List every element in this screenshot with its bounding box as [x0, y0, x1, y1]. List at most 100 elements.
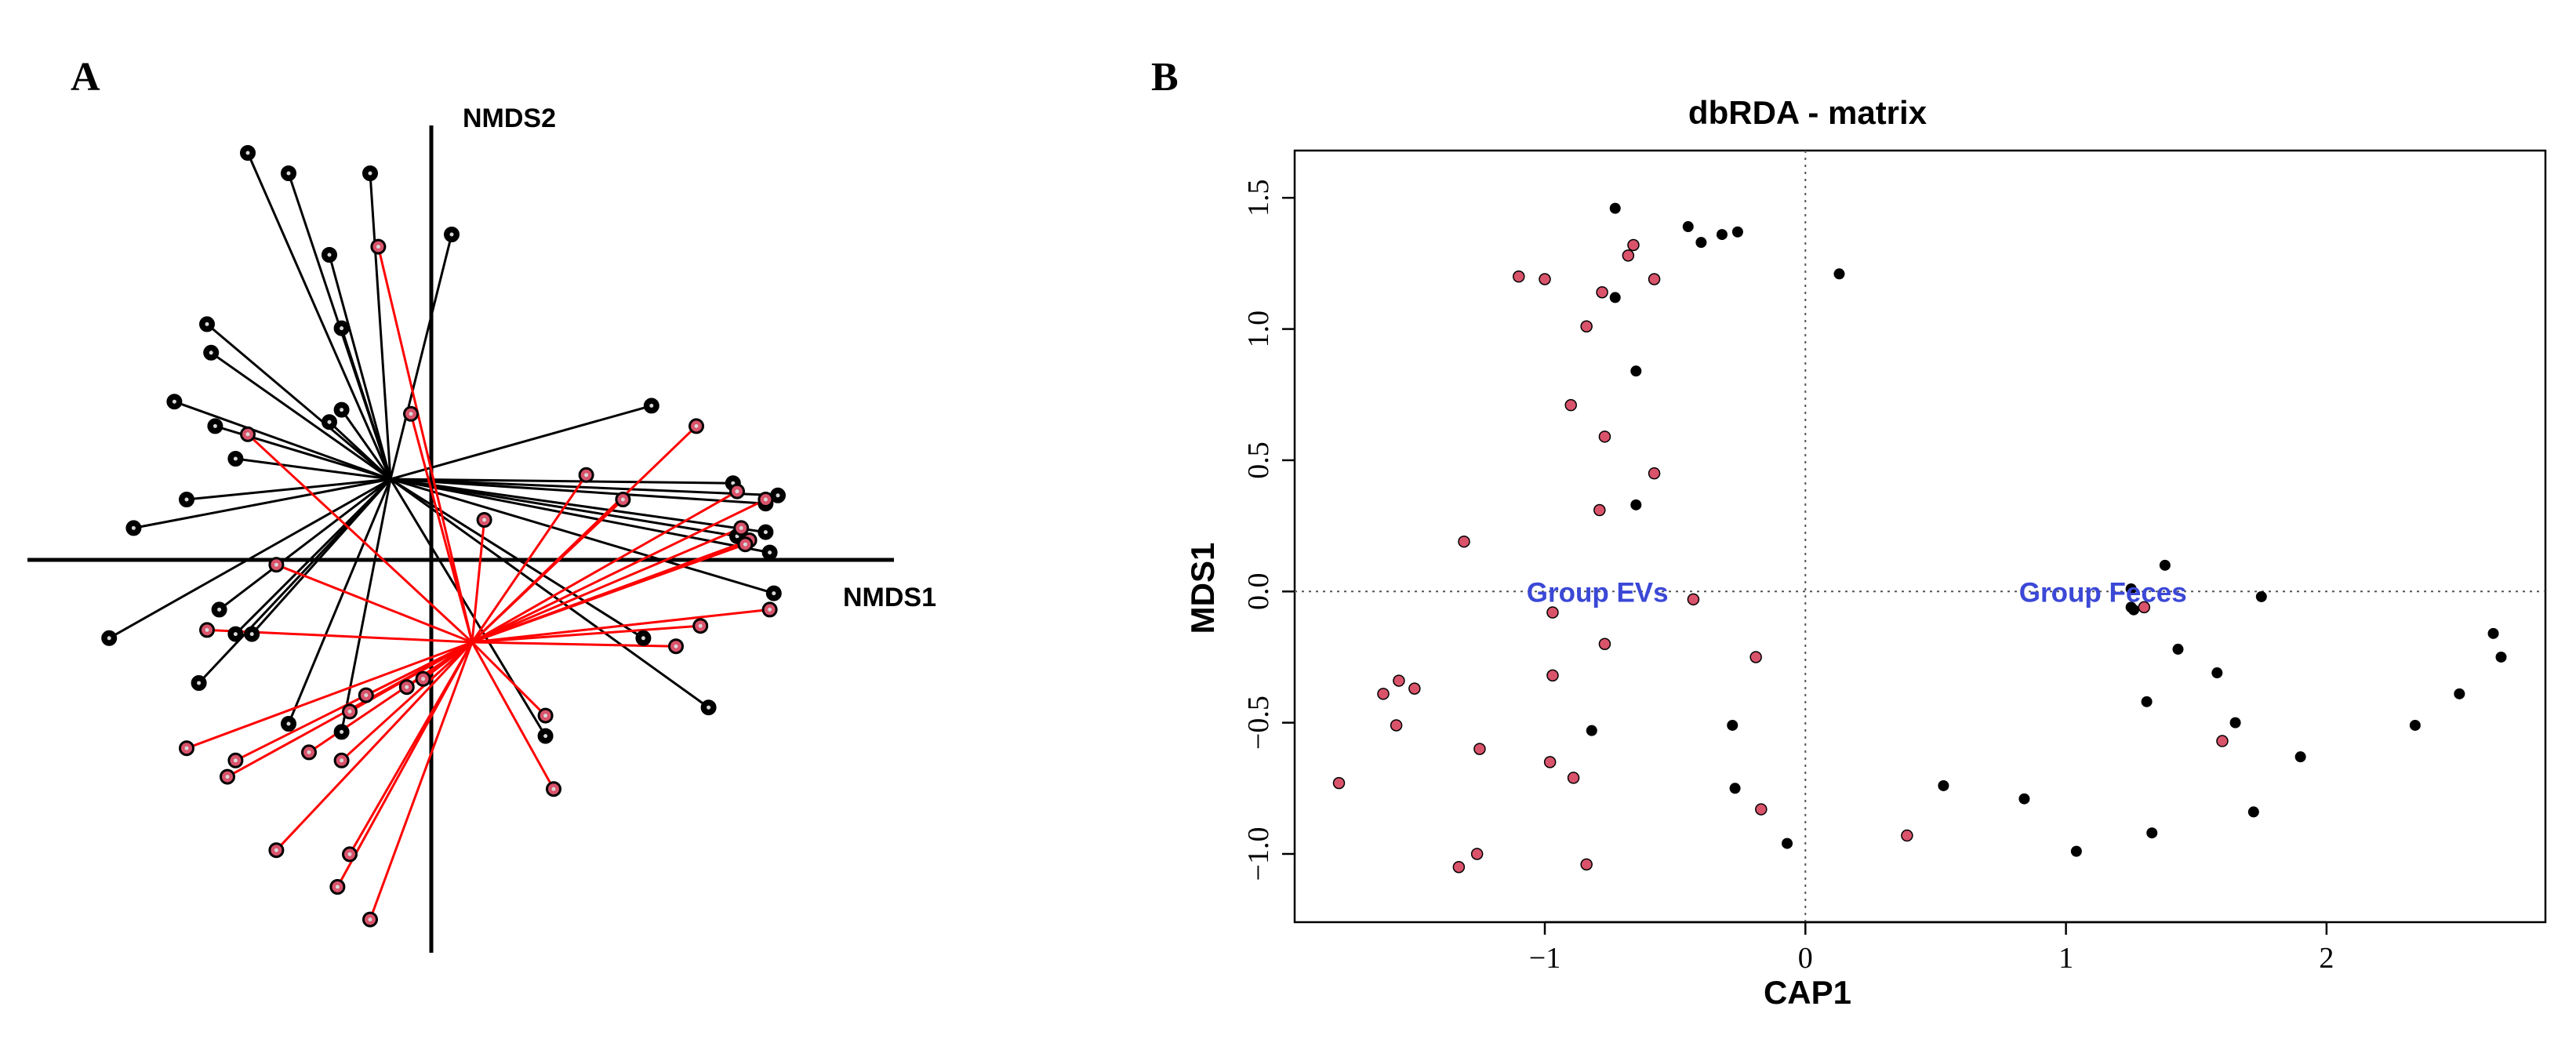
- point-red-4: [1539, 273, 1551, 285]
- y-axis-label: MDS1: [1184, 543, 1221, 634]
- point-black-7: [1630, 365, 1642, 377]
- x-tick-label-3: 2: [2319, 942, 2334, 975]
- y-tick-label-2: 0.0: [1242, 573, 1275, 611]
- point-black-30: [2146, 827, 2158, 839]
- point-highlight-black-3: [449, 232, 454, 237]
- spider-segment-black-13: [186, 478, 391, 501]
- point-highlight-red-31: [368, 917, 372, 922]
- point-highlight-black-1: [286, 171, 291, 176]
- spider-segment-red-25: [422, 641, 473, 680]
- point-highlight-red-19: [225, 775, 230, 779]
- point-highlight-red-5: [620, 497, 625, 502]
- spider-segment-black-10: [328, 421, 392, 481]
- point-highlight-black-14: [131, 525, 136, 530]
- spider-segment-black-17: [390, 478, 766, 505]
- point-highlight-red-2: [245, 432, 250, 437]
- spider-segment-black-29: [340, 478, 392, 732]
- x-axis-ticks: −1 0 1 2: [1529, 921, 2334, 975]
- point-black-13: [2125, 583, 2137, 594]
- point-red-25: [1755, 803, 1768, 816]
- point-highlight-black-7: [209, 351, 213, 355]
- point-black-15: [2127, 604, 2139, 616]
- point-red-1: [1627, 238, 1640, 252]
- point-highlight-black-13: [184, 497, 189, 502]
- spider-segment-red-31: [369, 641, 474, 921]
- point-highlight-black-12: [233, 456, 238, 461]
- spider-segment-black-19: [390, 478, 766, 534]
- spider-segment-black-23: [218, 478, 391, 611]
- spider-segment-red-28: [275, 641, 474, 852]
- y-tick-label-4: 1.0: [1242, 311, 1275, 348]
- point-highlight-black-9: [172, 399, 176, 404]
- point-red-18: [1408, 682, 1421, 695]
- point-highlight-red-14: [674, 644, 678, 648]
- point-highlight-black-6: [205, 322, 209, 326]
- point-black-2: [1695, 237, 1707, 249]
- nmds2-axis-label: NMDS2: [463, 104, 556, 133]
- point-highlight-red-30: [335, 885, 340, 889]
- y-tick-label-0: −1.0: [1242, 827, 1275, 881]
- point-black-23: [2409, 719, 2421, 731]
- point-highlight-black-5: [340, 326, 344, 331]
- point-black-1: [1682, 221, 1694, 233]
- spider-segment-red-12: [471, 608, 770, 644]
- nmds-points: [101, 145, 786, 928]
- point-highlight-black-19: [763, 530, 768, 535]
- point-highlight-red-3: [482, 518, 487, 522]
- point-highlight-red-28: [274, 848, 278, 852]
- point-red-20: [1390, 719, 1403, 732]
- spider-segment-red-21: [340, 641, 474, 761]
- point-red-31: [2216, 735, 2229, 747]
- point-highlight-black-23: [217, 607, 222, 612]
- point-highlight-black-29: [340, 729, 344, 734]
- point-highlight-red-6: [694, 423, 699, 428]
- point-black-19: [2211, 667, 2223, 679]
- point-black-28: [2018, 793, 2030, 805]
- spider-segment-black-8: [340, 409, 392, 480]
- point-highlight-black-20: [768, 550, 772, 555]
- point-red-26: [1901, 829, 1913, 842]
- point-highlight-red-1: [409, 412, 413, 416]
- point-red-9: [1648, 467, 1661, 480]
- spider-segment-black-9: [173, 400, 391, 481]
- point-red-23: [1567, 772, 1580, 784]
- point-highlight-red-26: [543, 714, 548, 718]
- point-black-31: [2247, 806, 2259, 818]
- point-black-5: [1833, 268, 1845, 280]
- point-red-28: [1452, 860, 1466, 874]
- y-tick-label-1: −0.5: [1242, 696, 1275, 750]
- spider-segment-red-3: [471, 519, 486, 643]
- spider-segment-red-26: [471, 641, 547, 717]
- y-tick-label-5: 1.5: [1242, 179, 1275, 216]
- point-highlight-red-21: [340, 758, 344, 763]
- point-red-6: [1580, 320, 1593, 332]
- point-black-21: [2229, 717, 2241, 728]
- point-red-19: [1377, 688, 1390, 700]
- point-highlight-red-13: [698, 623, 703, 628]
- point-highlight-red-25: [421, 677, 426, 681]
- spider-segment-black-18: [390, 478, 779, 497]
- point-highlight-red-29: [347, 852, 352, 856]
- point-black-10: [1727, 719, 1739, 731]
- chart-title: dbRDA - matrix: [1688, 94, 1927, 131]
- spider-segment-red-10: [471, 543, 746, 644]
- point-red-16: [1546, 669, 1559, 682]
- spider-segment-black-3: [389, 234, 453, 480]
- panel-b-dbrda: B dbRDA - matrix −1 0 1 2 −1.0 −0.5 0.0 0.5 1.0…: [1151, 55, 2547, 1011]
- point-black-4: [1731, 226, 1743, 238]
- point-black-12: [1782, 837, 1793, 849]
- point-red-0: [1622, 249, 1635, 262]
- point-highlight-black-27: [197, 681, 202, 685]
- spider-segment-black-27: [198, 478, 392, 685]
- point-black-3: [1716, 229, 1728, 241]
- panel-a-label: A: [71, 55, 100, 100]
- point-red-24: [1332, 776, 1346, 790]
- spider-segment-red-30: [336, 641, 474, 888]
- point-black-22: [2294, 751, 2306, 763]
- point-black-0: [1609, 202, 1621, 214]
- point-red-5: [1596, 285, 1608, 299]
- point-black-26: [2495, 651, 2507, 663]
- panel-b-label: B: [1151, 55, 1179, 100]
- spider-segment-red-8: [471, 527, 742, 644]
